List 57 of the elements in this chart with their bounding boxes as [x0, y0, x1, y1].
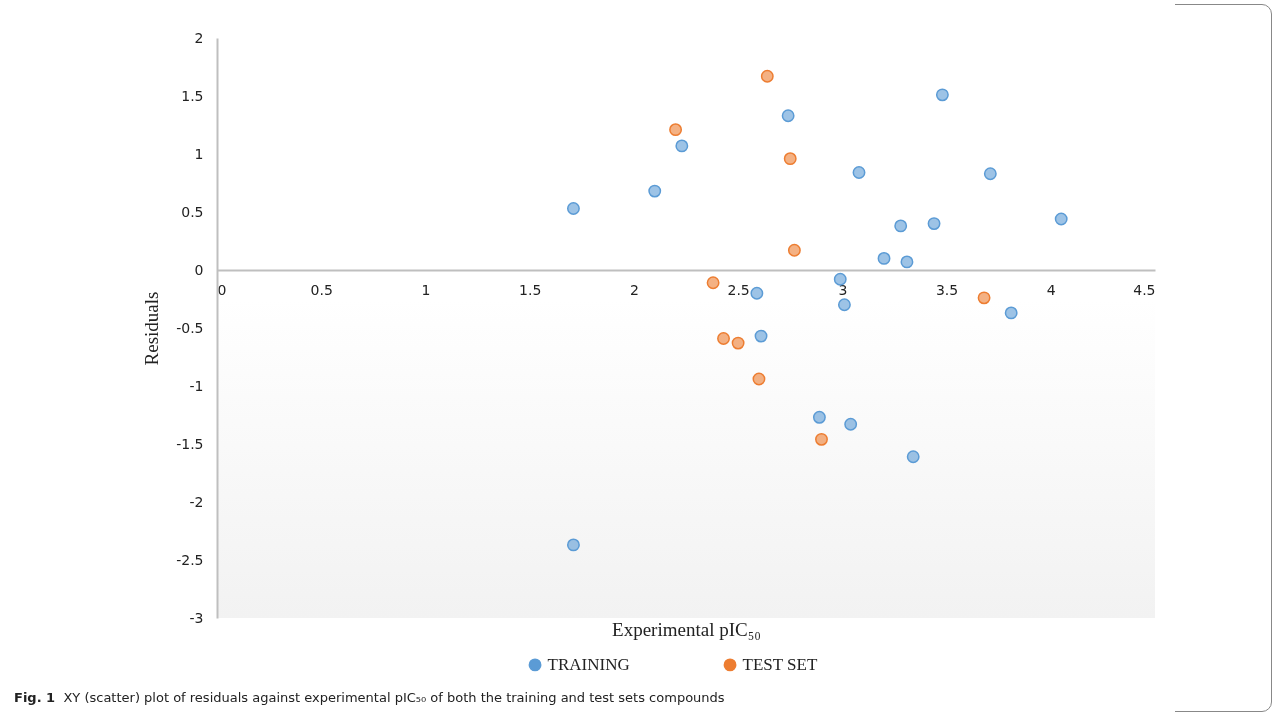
y-tick-label: 0.5: [181, 203, 204, 220]
point: [877, 251, 891, 265]
point: [900, 255, 914, 269]
y-axis-title: Residuals: [141, 291, 163, 366]
point: [852, 166, 866, 179]
y-tick-label: -1.5: [176, 435, 204, 452]
legend-label: TEST SET: [742, 654, 818, 674]
y-tick-label: 1.5: [181, 87, 204, 104]
point: [566, 538, 580, 552]
y-tick-label: -1: [189, 377, 204, 394]
point: [717, 332, 730, 345]
point: [894, 219, 908, 233]
point: [754, 329, 768, 343]
point: [706, 276, 720, 290]
point: [648, 184, 662, 198]
x-tick-label: 3.5: [935, 281, 959, 298]
x-tick-label: 2.5: [727, 281, 750, 298]
point: [935, 88, 949, 102]
x-tick-label: 0: [217, 281, 227, 298]
point: [781, 109, 795, 123]
y-tick-label: 2: [194, 29, 204, 46]
point: [812, 410, 826, 424]
y-tick-label: -3: [189, 609, 204, 626]
point: [669, 123, 683, 137]
point: [1054, 212, 1068, 226]
point: [675, 139, 689, 153]
point: [760, 69, 774, 83]
point: [833, 272, 847, 286]
x-tick-label: 1: [421, 281, 431, 298]
point: [983, 167, 997, 181]
point: [927, 217, 941, 231]
point: [750, 286, 764, 300]
x-tick-label: 2: [629, 281, 639, 298]
point: [1004, 306, 1018, 320]
y-tick-label: -2.5: [176, 551, 204, 568]
legend-label: TRAINING: [547, 654, 630, 674]
point: [815, 432, 828, 446]
x-tick-label: 0.5: [310, 281, 333, 298]
y-tick-label: -0.5: [176, 319, 204, 336]
x-tick-label: 3: [838, 281, 848, 298]
point: [787, 243, 801, 257]
y-tick-label: 1: [194, 145, 204, 162]
point: [731, 336, 745, 350]
x-tick-label: 4: [1046, 281, 1056, 298]
point: [906, 450, 920, 464]
point: [566, 202, 580, 215]
point: [844, 417, 858, 431]
y-tick-label: 0: [194, 261, 204, 278]
x-tick-label: 1.5: [519, 281, 542, 298]
point: [783, 152, 797, 166]
caption: Fig. 1 XY (scatter) plot of residuals against experimental pIC₅₀ of both the training and test sets compounds: [14, 690, 725, 705]
point: [752, 372, 766, 386]
x-axis-title: Experimental pIC₅₀: [612, 618, 761, 640]
x-tick-label: 4.5: [1133, 281, 1156, 298]
point: [977, 291, 991, 305]
y-tick-label: -2: [189, 493, 204, 510]
point: [837, 298, 851, 312]
